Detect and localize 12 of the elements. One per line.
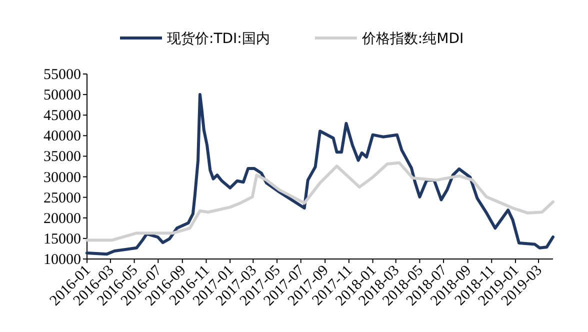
y-tick-label: 25000 <box>44 190 81 206</box>
y-tick-label: 30000 <box>44 170 81 186</box>
y-tick-label: 50000 <box>44 88 81 104</box>
y-tick-label: 40000 <box>44 128 81 145</box>
y-tick-label: 20000 <box>44 210 81 227</box>
legend-label: 现货价:TDI:国内 <box>167 31 270 47</box>
y-tick-label: 55000 <box>44 67 81 83</box>
legend-label: 价格指数:纯MDI <box>360 31 464 47</box>
y-tick-label: 45000 <box>44 108 81 124</box>
y-tick-label: 15000 <box>44 231 81 248</box>
y-tick-label: 10000 <box>44 252 81 268</box>
y-tick-label: 35000 <box>44 149 81 166</box>
